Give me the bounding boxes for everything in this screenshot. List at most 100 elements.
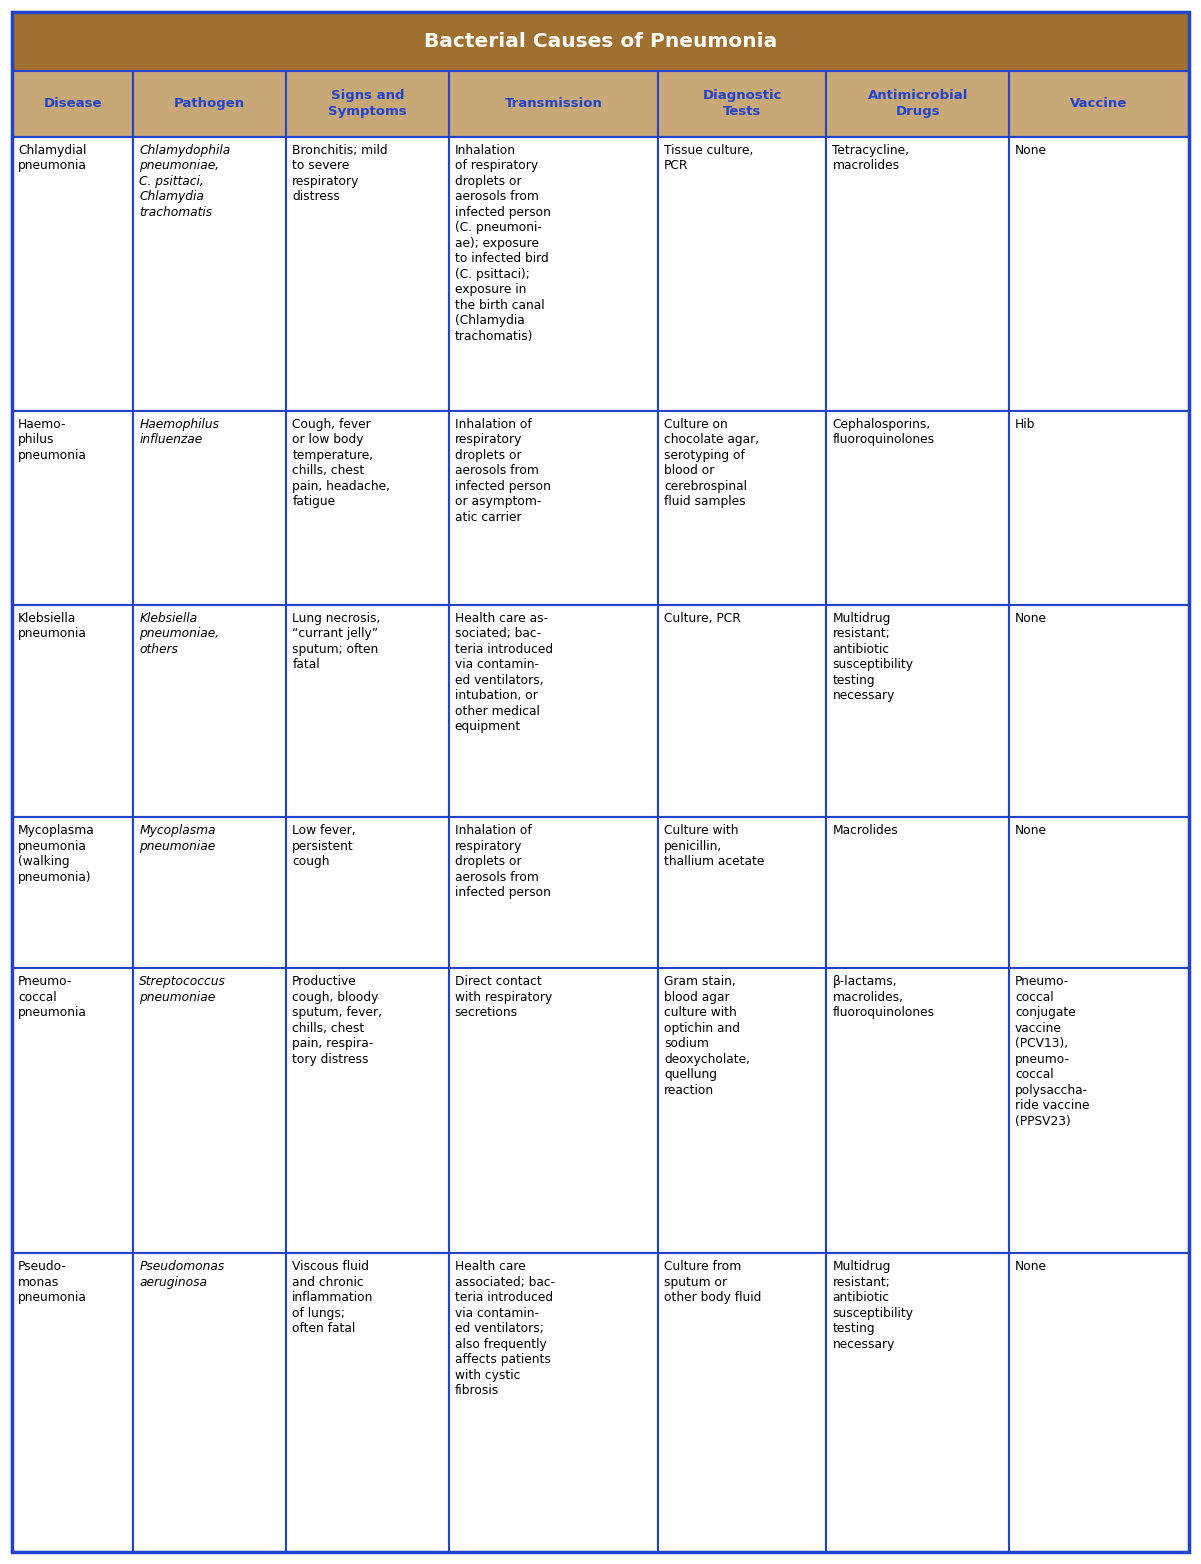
Text: Health care
associated; bac-
teria introduced
via contamin-
ed ventilators;
also: Health care associated; bac- teria intro… bbox=[455, 1261, 555, 1397]
Text: Streptococcus
pneumoniae: Streptococcus pneumoniae bbox=[139, 976, 226, 1004]
Bar bbox=[12, 818, 133, 968]
Text: Cough, fever
or low body
temperature,
chills, chest
pain, headache,
fatigue: Cough, fever or low body temperature, ch… bbox=[292, 418, 390, 508]
Bar bbox=[449, 1253, 658, 1551]
Bar bbox=[1009, 968, 1189, 1253]
Text: Diagnostic
Tests: Diagnostic Tests bbox=[703, 89, 782, 117]
Text: Bronchitis; mild
to severe
respiratory
distress: Bronchitis; mild to severe respiratory d… bbox=[292, 144, 388, 203]
Text: Productive
cough, bloody
sputum, fever,
chills, chest
pain, respira-
tory distre: Productive cough, bloody sputum, fever, … bbox=[292, 976, 382, 1065]
Bar bbox=[826, 968, 1009, 1253]
Bar bbox=[133, 818, 286, 968]
Text: Vaccine: Vaccine bbox=[1070, 97, 1128, 109]
Text: None: None bbox=[1015, 144, 1047, 156]
Bar bbox=[826, 818, 1009, 968]
Text: Pneumo-
coccal
conjugate
vaccine
(PCV13),
pneumo-
coccal
polysaccha-
ride vaccin: Pneumo- coccal conjugate vaccine (PCV13)… bbox=[1015, 976, 1089, 1128]
Bar bbox=[1009, 70, 1189, 136]
Text: Haemophilus
influenzae: Haemophilus influenzae bbox=[139, 418, 220, 446]
Bar bbox=[133, 411, 286, 605]
Bar bbox=[133, 70, 286, 136]
Text: Tissue culture,
PCR: Tissue culture, PCR bbox=[664, 144, 753, 172]
Bar bbox=[286, 1253, 449, 1551]
Bar bbox=[449, 818, 658, 968]
Text: Signs and
Symptoms: Signs and Symptoms bbox=[328, 89, 407, 117]
Text: Macrolides: Macrolides bbox=[832, 824, 898, 837]
Bar bbox=[12, 411, 133, 605]
Text: Mycoplasma
pneumoniae: Mycoplasma pneumoniae bbox=[139, 824, 216, 852]
Text: Klebsiella
pneumoniae,
others: Klebsiella pneumoniae, others bbox=[139, 612, 220, 655]
Bar bbox=[658, 70, 826, 136]
Bar bbox=[1009, 411, 1189, 605]
Text: Direct contact
with respiratory
secretions: Direct contact with respiratory secretio… bbox=[455, 976, 552, 1020]
Bar bbox=[133, 605, 286, 818]
Bar bbox=[286, 605, 449, 818]
Text: Culture with
penicillin,
thallium acetate: Culture with penicillin, thallium acetat… bbox=[664, 824, 765, 868]
Bar bbox=[658, 1253, 826, 1551]
Text: Multidrug
resistant;
antibiotic
susceptibility
testing
necessary: Multidrug resistant; antibiotic suscepti… bbox=[832, 612, 914, 702]
Text: Cephalosporins,
fluoroquinolones: Cephalosporins, fluoroquinolones bbox=[832, 418, 934, 446]
Bar bbox=[449, 136, 658, 411]
Text: Culture from
sputum or
other body fluid: Culture from sputum or other body fluid bbox=[664, 1261, 761, 1304]
Bar bbox=[449, 411, 658, 605]
Bar bbox=[12, 70, 133, 136]
Text: Chlamydial
pneumonia: Chlamydial pneumonia bbox=[18, 144, 86, 172]
Bar bbox=[1009, 136, 1189, 411]
Text: Antimicrobial
Drugs: Antimicrobial Drugs bbox=[867, 89, 968, 117]
Text: Mycoplasma
pneumonia
(walking
pneumonia): Mycoplasma pneumonia (walking pneumonia) bbox=[18, 824, 95, 884]
Bar bbox=[12, 605, 133, 818]
Bar bbox=[1009, 605, 1189, 818]
Text: Pneumo-
coccal
pneumonia: Pneumo- coccal pneumonia bbox=[18, 976, 86, 1020]
Text: Health care as-
sociated; bac-
teria introduced
via contamin-
ed ventilators,
in: Health care as- sociated; bac- teria int… bbox=[455, 612, 552, 734]
Bar bbox=[12, 968, 133, 1253]
Bar bbox=[658, 136, 826, 411]
Text: None: None bbox=[1015, 824, 1047, 837]
Bar bbox=[286, 70, 449, 136]
Bar bbox=[826, 70, 1009, 136]
Text: None: None bbox=[1015, 612, 1047, 626]
Bar bbox=[658, 818, 826, 968]
Text: Bacterial Causes of Pneumonia: Bacterial Causes of Pneumonia bbox=[424, 31, 777, 50]
Bar bbox=[826, 411, 1009, 605]
Text: Culture on
chocolate agar,
serotyping of
blood or
cerebrospinal
fluid samples: Culture on chocolate agar, serotyping of… bbox=[664, 418, 759, 508]
Text: Tetracycline,
macrolides: Tetracycline, macrolides bbox=[832, 144, 909, 172]
Text: Haemo-
philus
pneumonia: Haemo- philus pneumonia bbox=[18, 418, 86, 461]
Text: Inhalation
of respiratory
droplets or
aerosols from
infected person
(C. pneumoni: Inhalation of respiratory droplets or ae… bbox=[455, 144, 550, 343]
Text: Disease: Disease bbox=[43, 97, 102, 109]
Text: Inhalation of
respiratory
droplets or
aerosols from
infected person
or asymptom-: Inhalation of respiratory droplets or ae… bbox=[455, 418, 550, 524]
Bar bbox=[449, 605, 658, 818]
Bar bbox=[449, 968, 658, 1253]
Text: None: None bbox=[1015, 1261, 1047, 1273]
Text: Culture, PCR: Culture, PCR bbox=[664, 612, 741, 626]
Text: Chlamydophila
pneumoniae,
C. psittaci,
Chlamydia
trachomatis: Chlamydophila pneumoniae, C. psittaci, C… bbox=[139, 144, 231, 219]
Bar bbox=[133, 968, 286, 1253]
Bar bbox=[1009, 1253, 1189, 1551]
Bar bbox=[133, 136, 286, 411]
Text: Inhalation of
respiratory
droplets or
aerosols from
infected person: Inhalation of respiratory droplets or ae… bbox=[455, 824, 550, 899]
Bar bbox=[133, 1253, 286, 1551]
Text: Lung necrosis,
“currant jelly”
sputum; often
fatal: Lung necrosis, “currant jelly” sputum; o… bbox=[292, 612, 381, 671]
Bar bbox=[12, 136, 133, 411]
Bar bbox=[658, 411, 826, 605]
Bar bbox=[1009, 818, 1189, 968]
Bar bbox=[826, 605, 1009, 818]
Bar bbox=[12, 13, 1189, 70]
Bar bbox=[12, 1253, 133, 1551]
Text: β-lactams,
macrolides,
fluoroquinolones: β-lactams, macrolides, fluoroquinolones bbox=[832, 976, 934, 1020]
Text: Multidrug
resistant;
antibiotic
susceptibility
testing
necessary: Multidrug resistant; antibiotic suscepti… bbox=[832, 1261, 914, 1351]
Bar bbox=[658, 968, 826, 1253]
Text: Klebsiella
pneumonia: Klebsiella pneumonia bbox=[18, 612, 86, 640]
Text: Transmission: Transmission bbox=[504, 97, 603, 109]
Bar bbox=[286, 968, 449, 1253]
Bar bbox=[826, 1253, 1009, 1551]
Bar bbox=[286, 818, 449, 968]
Text: Viscous fluid
and chronic
inflammation
of lungs;
often fatal: Viscous fluid and chronic inflammation o… bbox=[292, 1261, 374, 1336]
Text: Pseudomonas
aeruginosa: Pseudomonas aeruginosa bbox=[139, 1261, 225, 1289]
Bar bbox=[449, 70, 658, 136]
Bar bbox=[658, 605, 826, 818]
Text: Hib: Hib bbox=[1015, 418, 1035, 430]
Text: Gram stain,
blood agar
culture with
optichin and
sodium
deoxycholate,
quellung
r: Gram stain, blood agar culture with opti… bbox=[664, 976, 751, 1096]
Text: Pathogen: Pathogen bbox=[174, 97, 245, 109]
Bar bbox=[286, 136, 449, 411]
Text: Low fever,
persistent
cough: Low fever, persistent cough bbox=[292, 824, 355, 868]
Bar bbox=[826, 136, 1009, 411]
Bar bbox=[286, 411, 449, 605]
Text: Pseudo-
monas
pneumonia: Pseudo- monas pneumonia bbox=[18, 1261, 86, 1304]
